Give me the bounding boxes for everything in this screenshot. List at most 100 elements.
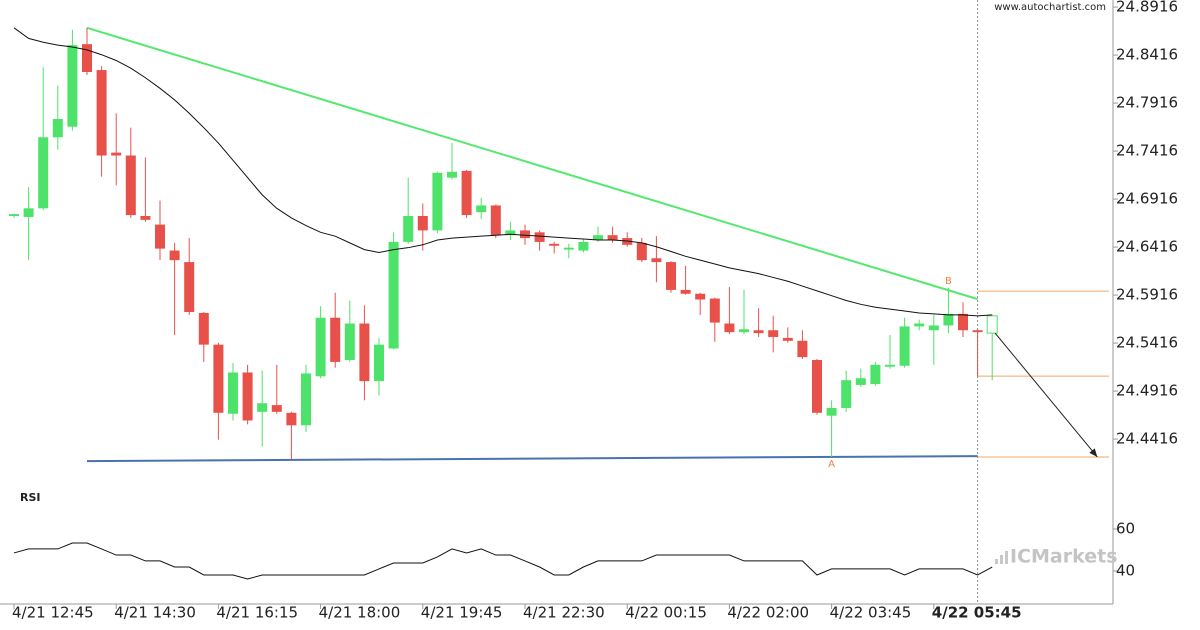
candle-body — [841, 380, 852, 408]
candle-body — [461, 170, 472, 216]
x-tick-label: 4/21 16:15 — [216, 604, 298, 622]
candle-body — [344, 323, 355, 360]
candle-body — [695, 293, 706, 300]
candle-body — [797, 340, 808, 358]
candle-body — [271, 405, 282, 412]
candle-body — [870, 364, 881, 384]
candle-body — [155, 224, 165, 249]
candle-body — [359, 323, 370, 382]
watermark: www.autochartist.com — [994, 2, 1106, 13]
trend-line — [86, 455, 978, 463]
candle-body — [96, 70, 107, 156]
candle-body — [242, 372, 253, 421]
candle-body — [666, 262, 676, 290]
y-tick-label: 24.6916 — [1116, 190, 1178, 208]
y-tick-label: 40 — [1116, 562, 1135, 580]
candle-body — [885, 364, 895, 367]
candle-body — [52, 119, 63, 138]
candle-body — [198, 312, 209, 345]
rsi-line — [13, 542, 993, 580]
candle-body — [315, 317, 326, 377]
candle-body — [593, 235, 603, 240]
candle-body — [432, 172, 443, 231]
y-tick-label: 60 — [1116, 519, 1135, 537]
candle-body — [826, 408, 837, 416]
candle-body — [301, 373, 311, 426]
candle-body — [388, 241, 399, 349]
rsi-title: RSI — [20, 491, 41, 504]
candle-body — [520, 230, 530, 239]
candle-body — [943, 313, 954, 326]
candle-body — [257, 403, 268, 412]
candle-body — [286, 412, 297, 426]
candle-body — [768, 330, 779, 337]
candle-body — [374, 344, 384, 382]
candle-body — [636, 242, 647, 261]
candle-body — [505, 230, 516, 236]
candle-body — [213, 344, 224, 413]
candle-body — [490, 205, 501, 236]
candle-body — [928, 325, 939, 331]
y-tick-label: 24.7416 — [1116, 142, 1178, 160]
candle-body — [403, 216, 414, 242]
candle-body — [709, 298, 720, 323]
candle-body — [169, 250, 180, 261]
x-tick-label: 4/22 05:45 — [932, 604, 1022, 622]
candle-body — [228, 372, 238, 414]
candle-body — [782, 337, 793, 341]
candle-body — [739, 329, 749, 333]
x-tick-label: 4/21 22:30 — [523, 604, 605, 622]
candle-body — [330, 317, 341, 362]
candle-body — [23, 208, 34, 217]
x-tick-label: 4/22 00:15 — [625, 604, 707, 622]
candle-body — [534, 232, 545, 242]
candle-body — [986, 315, 998, 334]
candle-body — [578, 241, 589, 251]
candle-body — [82, 44, 92, 72]
candle-body — [67, 45, 78, 127]
candle-body — [549, 243, 560, 246]
candle-body — [651, 258, 662, 263]
candle-body — [914, 323, 925, 327]
candle-body — [111, 152, 122, 156]
candle-body — [447, 171, 457, 178]
candle-body — [38, 137, 49, 209]
candle-body — [125, 155, 136, 216]
candle-body — [855, 378, 866, 385]
candle-body — [899, 326, 910, 366]
logo-icon — [995, 551, 1008, 564]
y-tick-label: 24.4416 — [1116, 430, 1178, 448]
y-tick-label: 24.5416 — [1116, 334, 1178, 352]
candle-body — [724, 323, 735, 333]
moving-average — [13, 27, 993, 317]
x-tick-label: 4/21 12:45 — [12, 604, 94, 622]
candle-body — [753, 330, 764, 334]
candle-body — [812, 360, 822, 413]
candle-body — [184, 262, 195, 312]
x-tick-label: 4/21 19:45 — [421, 604, 503, 622]
candle-body — [417, 216, 428, 231]
candle-body — [476, 205, 487, 213]
x-tick-label: 4/22 03:45 — [830, 604, 912, 622]
point-label: B — [945, 276, 952, 287]
y-tick-label: 24.7916 — [1116, 94, 1178, 112]
y-tick-label: 24.8416 — [1116, 46, 1178, 64]
y-tick-label: 24.8916 — [1116, 0, 1178, 16]
x-tick-label: 4/21 18:00 — [319, 604, 401, 622]
candle-body — [563, 247, 574, 250]
trend-line — [86, 26, 978, 301]
candle-body — [680, 289, 691, 294]
y-tick-label: 24.4916 — [1116, 382, 1178, 400]
y-tick-label: 24.5916 — [1116, 286, 1178, 304]
x-tick-label: 4/22 02:00 — [727, 604, 809, 622]
point-label: A — [828, 459, 835, 470]
candle-body — [607, 235, 618, 240]
y-tick-label: 24.6416 — [1116, 238, 1178, 256]
candle-body — [972, 330, 983, 333]
candle-body — [9, 214, 19, 216]
x-tick-label: 4/21 14:30 — [114, 604, 196, 622]
arrow-head — [1089, 448, 1098, 457]
candle-body — [140, 216, 151, 220]
